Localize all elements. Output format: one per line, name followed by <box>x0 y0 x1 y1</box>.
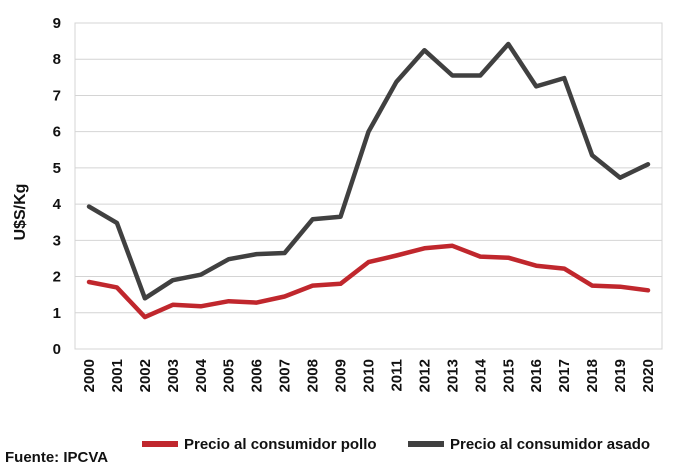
x-tick-label: 2002 <box>137 359 154 392</box>
y-tick-label: 9 <box>53 15 61 32</box>
x-tick-label: 2006 <box>249 359 266 392</box>
y-axis-ticks: 0 1 2 3 4 5 6 7 8 9 <box>53 15 62 358</box>
y-tick-label: 4 <box>53 196 62 213</box>
x-tick-label: 2014 <box>472 358 489 392</box>
y-tick-label: 1 <box>53 305 61 322</box>
x-tick-label: 2004 <box>193 358 210 392</box>
legend: Precio al consumidor pollo Precio al cons… <box>142 436 650 453</box>
x-tick-label: 2009 <box>333 359 350 392</box>
y-tick-label: 2 <box>53 269 61 286</box>
y-tick-label: 0 <box>53 341 61 358</box>
x-tick-label: 2015 <box>500 359 517 392</box>
x-tick-label: 2011 <box>388 359 405 392</box>
x-tick-label: 2016 <box>528 359 545 392</box>
y-tick-label: 8 <box>53 51 61 68</box>
legend-label: Precio al consumidor asado <box>450 436 650 453</box>
x-tick-label: 2007 <box>277 359 294 392</box>
y-tick-label: 6 <box>53 124 61 141</box>
y-tick-label: 3 <box>53 232 61 249</box>
legend-label: Precio al consumidor pollo <box>184 436 377 453</box>
x-tick-label: 2019 <box>612 359 629 392</box>
x-tick-label: 2018 <box>584 359 601 392</box>
x-tick-label: 2013 <box>444 359 461 392</box>
x-tick-label: 2005 <box>221 359 238 392</box>
x-tick-label: 2010 <box>361 359 378 392</box>
x-axis-ticks: 2000 2001 2002 2003 2004 2005 2006 2007 2008 2009… <box>81 358 657 392</box>
x-tick-label: 2012 <box>416 359 433 392</box>
source-note: Fuente: IPCVA <box>5 449 108 466</box>
x-tick-label: 2017 <box>556 359 573 392</box>
y-tick-label: 7 <box>53 87 61 104</box>
x-tick-label: 2003 <box>165 359 182 392</box>
x-tick-label: 2001 <box>109 359 126 392</box>
x-tick-label: 2008 <box>305 359 322 392</box>
y-axis-label: U$S/Kg <box>12 184 29 241</box>
x-tick-label: 2020 <box>640 359 657 392</box>
x-tick-label: 2000 <box>81 359 98 392</box>
y-tick-label: 5 <box>53 160 61 177</box>
plot-frame <box>74 22 663 350</box>
gridlines <box>74 22 663 350</box>
series-lines <box>86 41 651 320</box>
